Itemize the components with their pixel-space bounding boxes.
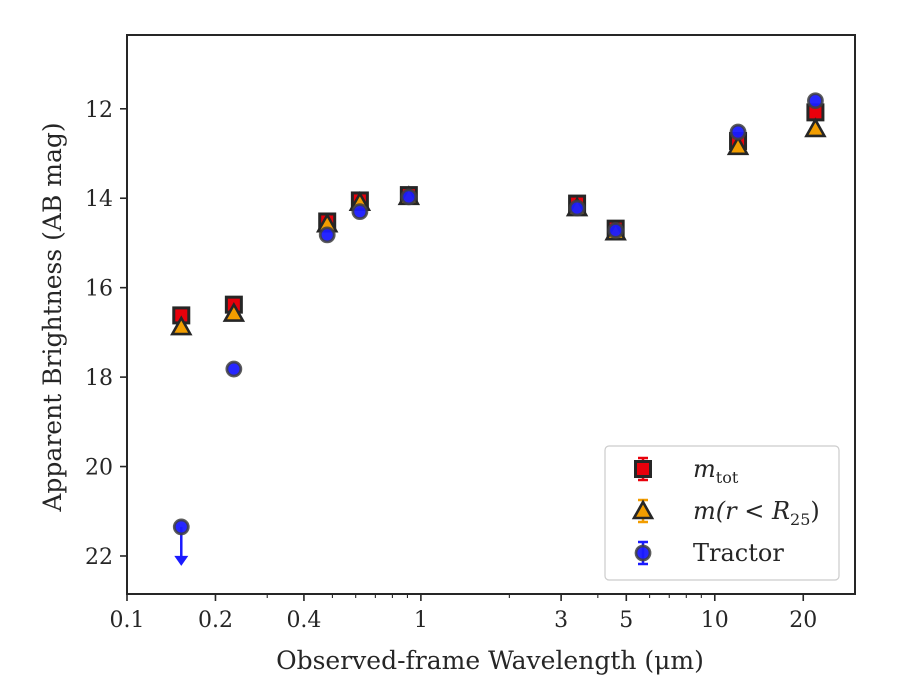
x-tick-label: 5 (619, 608, 633, 633)
series-circle (172, 92, 824, 566)
plot-frame (126, 34, 856, 595)
x-tick-label: 0.2 (198, 608, 233, 633)
data-point (172, 518, 190, 536)
data-point (804, 117, 827, 138)
y-tick-label: 12 (85, 98, 113, 123)
y-axis-label: Apparent Brightness (AB mag) (38, 122, 67, 512)
data-point (351, 203, 369, 221)
y-tick-label: 14 (85, 187, 113, 212)
plot-marks (170, 92, 827, 566)
series-square (172, 103, 825, 325)
legend-marker (634, 544, 652, 562)
x-tick-label: 0.4 (286, 608, 321, 633)
x-tick-label: 10 (701, 608, 729, 633)
x-tick-label: 1 (414, 608, 428, 633)
y-tick-label: 16 (85, 277, 113, 302)
series-triangle (170, 117, 827, 336)
data-point (726, 135, 750, 156)
data-point (729, 123, 747, 141)
data-point (170, 315, 193, 336)
legend-label: m(r < R25) (693, 497, 820, 529)
axes: 0.1 0.2 0.4 1 3 5 10 20 12 14 16 18 20 22 (85, 34, 856, 633)
x-axis-label: Observed-frame Wavelength (μm) (276, 646, 704, 675)
data-point (225, 360, 243, 378)
data-point (318, 226, 336, 244)
x-tick-label: 3 (554, 608, 568, 633)
data-point (222, 301, 246, 322)
data-point (400, 188, 418, 206)
data-point (607, 222, 625, 239)
x-tick-label: 0.1 (110, 608, 145, 633)
upper-limit-arrow (174, 555, 189, 566)
legend-box (604, 445, 840, 581)
data-point (568, 199, 586, 217)
legend-label: Tractor (693, 539, 784, 567)
x-tick-label: 20 (789, 608, 817, 633)
y-tick-label: 22 (85, 545, 113, 570)
legend-marker (634, 460, 652, 478)
y-tick-label: 18 (85, 366, 113, 391)
legend-label: mtot (693, 455, 739, 487)
y-tick-label: 20 (85, 456, 113, 481)
legend: mtot m(r < R25) Tractor (604, 445, 840, 581)
legend-marker (631, 499, 655, 520)
data-point (807, 92, 824, 110)
